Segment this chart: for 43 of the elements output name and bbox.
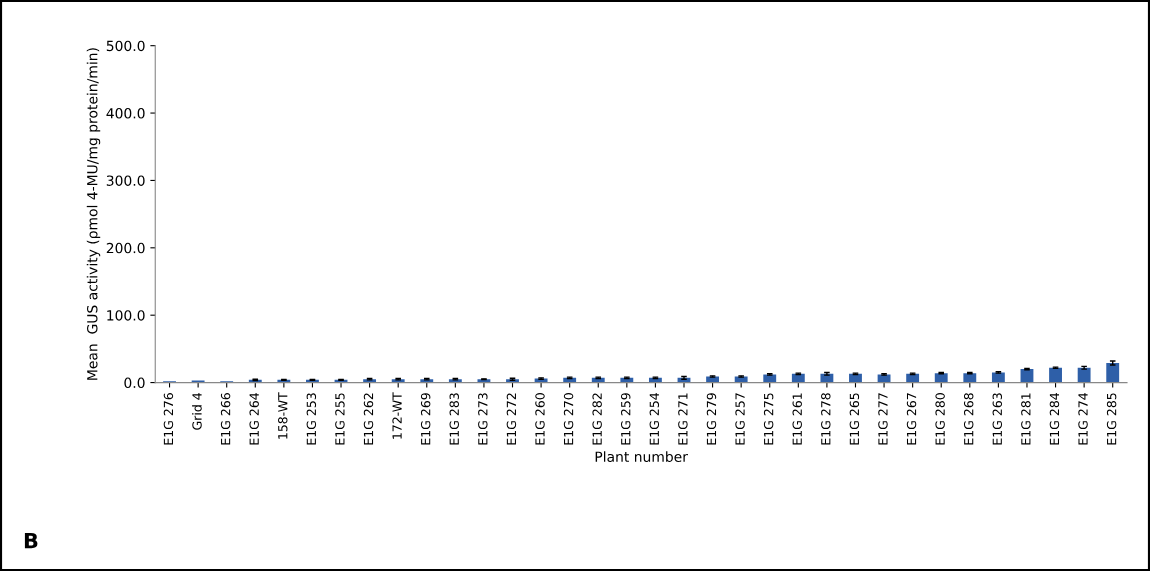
- x-tick-label: E1G 270: [563, 393, 574, 445]
- y-tick-label: 0.0: [124, 377, 145, 389]
- y-tick-label: 500.0: [106, 40, 145, 52]
- x-tick-label: E1G 279: [706, 393, 717, 445]
- x-tick-label: E1G 278: [821, 393, 831, 445]
- x-tick-label: E1G 253: [306, 393, 317, 445]
- x-tick-label: E1G 266: [220, 393, 231, 445]
- x-tick-label: E1G 263: [992, 393, 1003, 445]
- x-tick-label: E1G 274: [1078, 392, 1088, 445]
- x-axis-title: Plant number: [595, 451, 688, 462]
- x-tick-label: Grid 4: [192, 392, 202, 430]
- x-tick-label: E1G 275: [763, 393, 774, 445]
- x-tick-label: E1G 261: [792, 393, 802, 445]
- x-tick-label: E1G 254: [649, 392, 660, 445]
- y-tick-label: 400.0: [106, 108, 145, 119]
- x-tick-label: E1G 262: [363, 393, 374, 445]
- x-tick-label: E1G 281: [1021, 393, 1031, 445]
- x-tick-label: E1G 282: [592, 393, 602, 445]
- x-tick-label: E1G 265: [849, 393, 860, 445]
- x-tick-label: E1G 268: [963, 393, 974, 445]
- x-tick-label: E1G 280: [935, 393, 945, 445]
- y-axis-title: Mean GUS activity (ρmol 4-MU/mg protein/min): [86, 48, 101, 380]
- x-tick-label: E1G 259: [621, 393, 631, 445]
- x-tick-label: E1G 257: [735, 393, 745, 445]
- x-tick-label: E1G 276: [163, 393, 174, 445]
- x-tick-label: E1G 260: [535, 393, 545, 445]
- x-tick-label: E1G 285: [1106, 393, 1117, 445]
- x-tick-label: E1G 271: [678, 393, 688, 445]
- x-tick-label: E1G 273: [478, 393, 488, 445]
- x-tick-label: E1G 267: [906, 393, 917, 445]
- x-tick-label: E1G 283: [449, 393, 459, 445]
- x-tick-label: 172-WT: [392, 392, 402, 439]
- y-tick-label: 300.0: [106, 175, 145, 186]
- x-tick-label: 158-WT: [278, 392, 288, 439]
- x-tick-label: E1G 284: [1049, 392, 1060, 445]
- y-tick-label: 100.0: [107, 310, 145, 321]
- x-tick-label: E1G 269: [420, 393, 431, 445]
- x-tick-label: E1G 272: [506, 393, 517, 445]
- y-tick-label: 200.0: [106, 242, 145, 254]
- x-tick-label: E1G 255: [335, 393, 345, 445]
- text: B: [24, 532, 38, 549]
- x-tick-label: E1G 277: [878, 393, 888, 445]
- x-tick-label: E1G 264: [249, 392, 259, 445]
